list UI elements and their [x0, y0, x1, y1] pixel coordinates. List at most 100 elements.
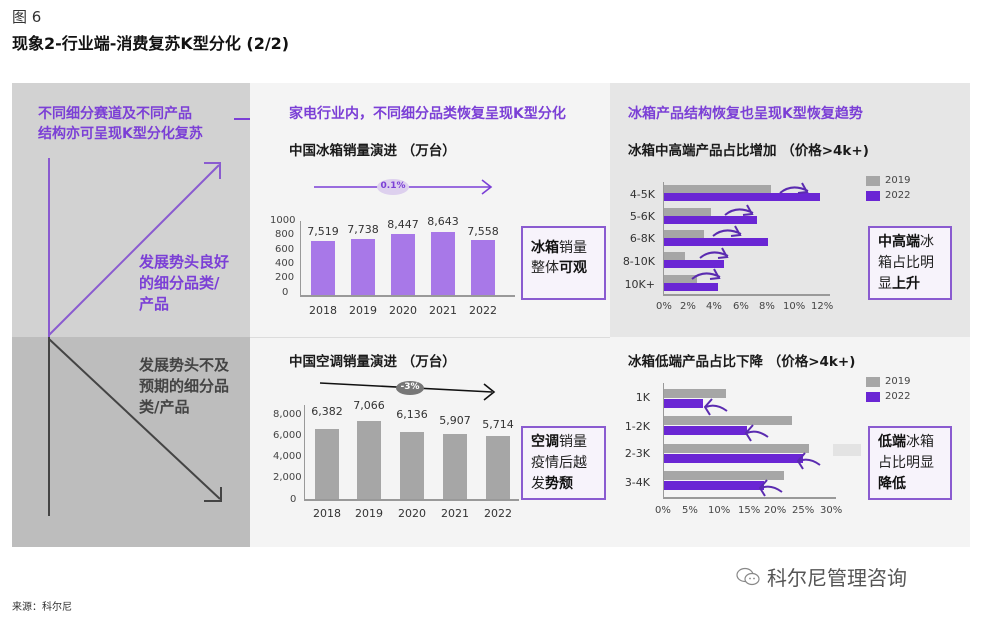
legend-label: 2022	[885, 391, 911, 402]
fridge-bar-2020	[391, 234, 415, 295]
y-category: 3-4K	[624, 476, 650, 489]
legend-swatch	[866, 175, 880, 186]
callout-line: 疫情后越	[531, 455, 587, 471]
hbar-2022	[664, 260, 724, 268]
legend-label: 2019	[885, 175, 911, 186]
x-tick: 8%	[759, 301, 775, 312]
low-end-chart-title: 冰箱低端产品占比下降 （价格>4k+)	[628, 354, 856, 370]
down-label-line: 发展势头不及	[139, 356, 230, 374]
hbar-2022	[664, 283, 718, 291]
hbar-2019	[664, 416, 792, 425]
ac-bar-2020	[400, 432, 424, 499]
x-tick: 2%	[680, 301, 696, 312]
up-label: 发展势头良好 的细分品类/ 产品	[139, 252, 229, 315]
up-label-line: 的细分品类/	[139, 274, 220, 292]
y-tick: 2,000	[273, 472, 302, 483]
legend-swatch	[866, 376, 880, 387]
x-tick: 30%	[820, 505, 843, 516]
callout-line: 冰箱销量	[531, 240, 587, 256]
y-tick: 4,000	[273, 451, 302, 462]
fridge-bar-2018	[311, 241, 335, 295]
hbar-2019	[664, 471, 784, 480]
bar-value-label: 5,714	[482, 418, 514, 431]
x-tick: 6%	[733, 301, 749, 312]
bar-value-label: 8,447	[387, 218, 419, 231]
bar-value-label: 8,643	[427, 215, 459, 228]
x-tick: 2019	[349, 304, 377, 317]
y-tick: 8,000	[273, 409, 302, 420]
hbar-2019	[664, 208, 711, 216]
legend-2022: 2022	[866, 391, 910, 402]
down-label-line: 类/产品	[139, 398, 190, 416]
middle-divider	[250, 337, 610, 338]
hbar-2019	[664, 252, 685, 260]
callout-line: 显上升	[878, 276, 920, 292]
fridge-bar-2019	[351, 239, 375, 295]
left-headline-line1: 不同细分赛道及不同产品	[38, 106, 192, 122]
ac-chart-title: 中国空调销量演进 （万台）	[289, 354, 456, 370]
wechat-icon	[736, 567, 760, 585]
left-headline-line2: 结构亦可呈现K型分化复苏	[38, 126, 203, 142]
callout-line: 降低	[878, 476, 906, 492]
x-tick: 25%	[792, 505, 815, 516]
y-tick: 400	[275, 258, 295, 269]
fridge-callout: 冰箱销量 整体可观	[521, 226, 606, 300]
low-end-y-axis	[663, 383, 664, 497]
up-label-line: 发展势头良好	[139, 253, 230, 271]
watermark: 科尔尼管理咨询	[735, 562, 907, 591]
x-tick: 2021	[441, 507, 469, 520]
ac-trend-badge: -3%	[400, 382, 420, 392]
fridge-bar-2021	[431, 232, 455, 295]
legend-swatch	[866, 190, 880, 201]
hbar-2022	[664, 481, 764, 490]
x-tick: 10%	[783, 301, 806, 312]
ac-callout: 空调销量 疫情后越 发势颓	[521, 426, 606, 500]
y-tick: 0	[282, 287, 289, 298]
x-tick: 15%	[738, 505, 761, 516]
y-category: 1K	[635, 391, 650, 404]
x-tick: 2022	[484, 507, 512, 520]
ac-trend-arrow	[319, 381, 496, 401]
y-category: 10K+	[624, 278, 655, 291]
hbar-2019	[664, 185, 771, 193]
left-panel-bottom	[12, 337, 250, 547]
x-tick: 20%	[764, 505, 787, 516]
watermark-text: 科尔尼管理咨询	[767, 566, 907, 590]
hbar-2022	[664, 193, 820, 201]
low-end-x-axis	[663, 497, 836, 499]
legend-label: 2022	[885, 190, 911, 201]
y-category: 4-5K	[629, 188, 655, 201]
x-axis	[300, 295, 515, 297]
high-end-chart-title: 冰箱中高端产品占比增加 （价格>4k+)	[628, 143, 869, 159]
legend-2019: 2019	[866, 376, 910, 387]
callout-line: 整体可观	[531, 260, 587, 276]
x-tick: 0%	[655, 505, 671, 516]
legend-2019: 2019	[866, 175, 910, 186]
down-label-line: 预期的细分品	[139, 377, 230, 395]
x-tick: 10%	[708, 505, 731, 516]
ac-bar-2021	[443, 434, 467, 499]
hbar-2019	[664, 444, 809, 453]
callout-line: 箱占比明	[878, 255, 934, 271]
hbar-2019	[664, 230, 704, 238]
ac-bar-2019	[357, 421, 381, 499]
bar-value-label: 6,382	[311, 405, 343, 418]
callout-line: 中高端冰	[878, 234, 934, 250]
left-headline: 不同细分赛道及不同产品 结构亦可呈现K型分化复苏	[38, 104, 203, 144]
ac-x-axis	[304, 499, 519, 501]
hbar-2022	[664, 426, 747, 435]
bar-value-label: 7,519	[307, 225, 339, 238]
fridge-trend-arrow	[314, 179, 493, 195]
figure-title: 现象2-行业端-消费复苏K型分化 (2/2)	[12, 34, 290, 53]
y-category: 1-2K	[624, 420, 650, 433]
low-end-callout: 低端冰箱 占比明显 降低	[868, 426, 952, 500]
bar-value-label: 5,907	[439, 414, 471, 427]
x-tick: 12%	[811, 301, 834, 312]
y-tick: 6,000	[273, 430, 302, 441]
x-tick: 2019	[355, 507, 383, 520]
ac-bar-2018	[315, 429, 339, 499]
hbar-2019	[664, 275, 697, 283]
x-tick: 4%	[706, 301, 722, 312]
decorative-gray-block	[833, 444, 861, 456]
high-end-callout: 中高端冰 箱占比明 显上升	[868, 226, 952, 300]
